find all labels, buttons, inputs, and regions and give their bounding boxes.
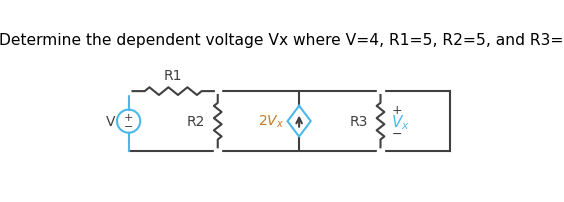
Text: Determine the dependent voltage Vx where V=4, R1=5, R2=5, and R3=5.: Determine the dependent voltage Vx where…: [0, 33, 564, 48]
Text: +: +: [124, 113, 133, 123]
Text: +: +: [391, 104, 402, 117]
Text: $V_x$: $V_x$: [391, 112, 410, 131]
Text: $2V_x$: $2V_x$: [258, 113, 284, 130]
Text: −: −: [391, 127, 402, 140]
Text: V: V: [106, 115, 116, 128]
Text: R1: R1: [164, 68, 182, 82]
Text: −: −: [124, 121, 133, 131]
Text: R3: R3: [350, 115, 368, 128]
Text: R2: R2: [187, 115, 205, 128]
